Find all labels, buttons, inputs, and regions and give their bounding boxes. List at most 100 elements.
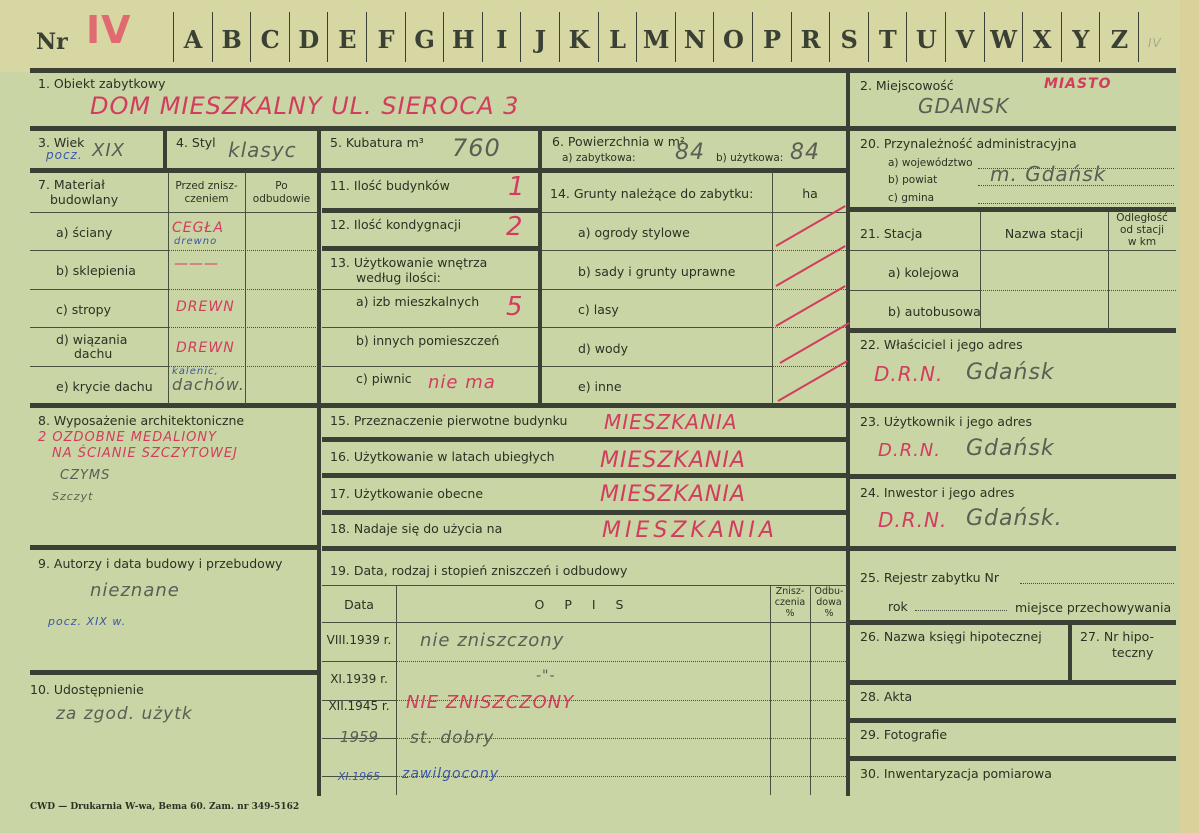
section-24-value[interactable]: Gdańsk.	[966, 506, 1063, 531]
section-5-value[interactable]: 760	[452, 134, 501, 162]
section-4-value[interactable]: klasyc	[228, 138, 297, 162]
index-letter-i: I	[481, 12, 521, 62]
section-13-label-2: według ilości:	[356, 270, 441, 285]
section-3-value[interactable]: XIX	[92, 140, 125, 161]
section-2-value[interactable]: GDANSK	[918, 94, 1010, 118]
index-letter-c: C	[250, 12, 289, 62]
row-vaults-label: b) sklepienia	[56, 263, 136, 278]
col-destruction-1: Znisz-	[775, 586, 805, 597]
section-22-prefix[interactable]: D.R.N.	[874, 362, 944, 386]
history-desc[interactable]: zawilgocony	[402, 766, 500, 782]
divider	[30, 670, 318, 675]
section-20-b-value[interactable]: m. Gdańsk	[990, 162, 1107, 186]
section-8-line-1[interactable]: 2 OZDOBNE MEDALIONY	[38, 430, 218, 445]
history-desc[interactable]: st. dobry	[410, 728, 495, 748]
col-distance-2: od stacji	[1119, 224, 1165, 236]
section-6-b-value[interactable]: 84	[790, 140, 820, 165]
section-27-label-2: teczny	[1112, 645, 1154, 660]
index-divider	[1138, 12, 1139, 62]
row-vaults-before[interactable]: ———	[174, 256, 219, 272]
index-letter-p: P	[752, 12, 791, 62]
row-walls-before[interactable]: CEGŁA	[172, 220, 224, 236]
section-22-value[interactable]: Gdańsk	[966, 360, 1055, 385]
section-3-label: 3. Wiek	[38, 135, 85, 150]
section-10-value[interactable]: za zgod. użytk	[56, 704, 193, 724]
section-20-label: 20. Przynależność administracyjna	[860, 136, 1077, 151]
section-13-b-label: b) innych pomieszczeń	[356, 333, 500, 348]
divider	[850, 718, 1176, 723]
section-12-value[interactable]: 2	[506, 212, 524, 242]
index-letter-g: G	[404, 12, 444, 62]
section-3-prefix[interactable]: pocz.	[46, 148, 83, 162]
col-after-1: Po	[275, 180, 288, 192]
section-1-value[interactable]: DOM MIESZKALNY UL. SIEROCA 3	[90, 92, 520, 120]
divider	[322, 208, 542, 213]
section-18-value[interactable]: MIESZKANIA	[602, 518, 778, 543]
section-23-prefix[interactable]: D.R.N.	[878, 440, 941, 461]
col-after-2: odbudowie	[252, 193, 311, 205]
divider	[322, 473, 848, 478]
section-16-value[interactable]: MIESZKANIA	[600, 448, 746, 473]
col-destruction-3: %	[785, 608, 795, 619]
section-8-label: 8. Wyposażenie architektoniczne	[38, 413, 245, 428]
land-row-a: a) ogrody stylowe	[578, 225, 690, 240]
section-7-label: 7. Materiał	[38, 177, 105, 192]
row-walls-note[interactable]: drewno	[174, 236, 218, 247]
section-16-label: 16. Użytkowanie w latach ubiegłych	[330, 449, 555, 464]
section-13-c-value[interactable]: nie ma	[428, 372, 496, 393]
index-letter-o: O	[713, 12, 752, 62]
divider	[322, 246, 542, 251]
index-letter-s: S	[829, 12, 868, 62]
section-24-prefix[interactable]: D.R.N.	[878, 508, 948, 532]
section-8-line-4[interactable]: Szczyt	[52, 490, 94, 503]
section-6-label: 6. Powierzchnia w m²	[552, 134, 685, 149]
divider	[322, 510, 848, 515]
section-9-value[interactable]: nieznane	[90, 580, 180, 601]
section-9-note[interactable]: pocz. XIX w.	[48, 615, 127, 628]
history-desc[interactable]: NIE ZNISZCZONY	[406, 692, 575, 713]
divider	[850, 546, 1176, 551]
section-8-line-2[interactable]: NA ŚCIANIE SZCZYTOWEJ	[52, 446, 238, 461]
row-roofing-note[interactable]: kalenic,	[172, 366, 219, 377]
index-letter-d: D	[288, 12, 328, 62]
divider	[30, 126, 1176, 131]
row-roof-frame-before[interactable]: DREWN	[176, 340, 235, 356]
section-2-note[interactable]: MIASTO	[1044, 76, 1112, 92]
section-22-label: 22. Właściciel i jego adres	[860, 337, 1023, 352]
section-24-label: 24. Inwestor i jego adres	[860, 485, 1015, 500]
section-6-a-label: a) zabytkowa:	[562, 152, 636, 164]
section-15-value[interactable]: MIESZKANIA	[604, 410, 738, 434]
section-8-line-3[interactable]: CZYMS	[60, 468, 111, 483]
row-roof-frame-label: d) wiązania	[56, 332, 128, 347]
divider	[846, 72, 850, 796]
section-17-label: 17. Użytkowanie obecne	[330, 486, 484, 501]
col-distance-3: w km	[1127, 236, 1157, 248]
divider	[850, 328, 1176, 333]
section-11-value[interactable]: 1	[508, 172, 526, 202]
section-17-value[interactable]: MIESZKANIA	[600, 482, 746, 507]
col-rebuild-2: dowa	[816, 597, 842, 608]
section-6-a-value[interactable]: 84	[675, 140, 705, 165]
divider	[30, 68, 1176, 73]
col-distance-1: Odległość	[1116, 212, 1168, 224]
row-ceilings-before[interactable]: DREWN	[176, 299, 235, 315]
index-letter-f: F	[366, 12, 405, 62]
history-date: XII.1945 r.	[328, 699, 390, 713]
section-5-label: 5. Kubatura m³	[330, 135, 424, 150]
col-rebuild-3: %	[824, 608, 834, 619]
col-description: O P I S	[534, 597, 632, 612]
index-letter-a: A	[173, 12, 212, 62]
history-desc[interactable]: -"-	[536, 668, 556, 684]
section-23-value[interactable]: Gdańsk	[966, 436, 1055, 461]
index-letter-k: K	[559, 12, 598, 62]
section-20-a-label: a) województwo	[888, 157, 973, 169]
section-13-label: 13. Użytkowanie wnętrza	[330, 255, 488, 270]
section-29-label: 29. Fotografie	[860, 727, 948, 742]
row-roofing-before[interactable]: dachów.	[172, 375, 245, 394]
section-13-a-value[interactable]: 5	[506, 292, 524, 322]
section-28-label: 28. Akta	[860, 689, 913, 704]
history-desc[interactable]: nie zniszczony	[420, 630, 565, 651]
divider	[163, 130, 167, 170]
divider	[30, 168, 848, 173]
card-edge	[1180, 0, 1199, 833]
